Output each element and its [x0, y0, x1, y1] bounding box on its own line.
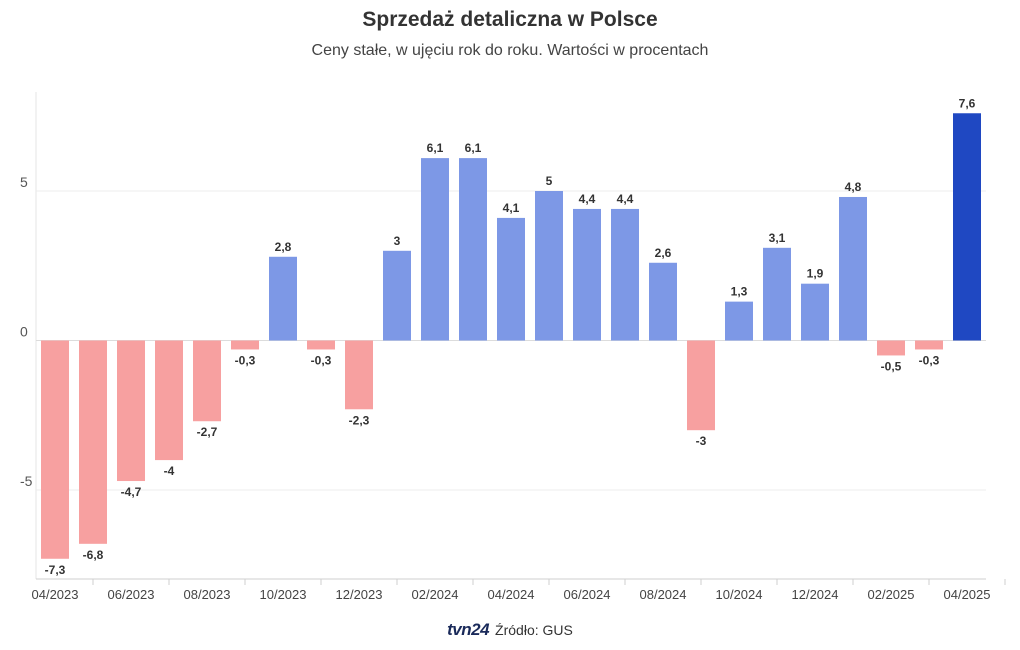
x-tick-label: 08/2024 [640, 587, 687, 602]
bar [41, 340, 69, 559]
bar [231, 340, 259, 350]
x-tick-label: 12/2023 [336, 587, 383, 602]
bar [383, 250, 411, 341]
data-label: -2,3 [349, 413, 370, 427]
tvn24-logo: tvn24 [447, 620, 490, 639]
bar [193, 340, 221, 422]
data-label: -4,7 [121, 485, 142, 499]
bar [307, 340, 335, 350]
bar [649, 262, 677, 341]
data-label: -3 [696, 434, 707, 448]
data-label: -0,5 [881, 359, 902, 373]
data-label: 6,1 [465, 141, 482, 155]
data-label: -0,3 [919, 353, 940, 367]
x-tick-label: 10/2023 [260, 587, 307, 602]
bar [345, 340, 373, 410]
data-label: 2,8 [275, 240, 292, 254]
data-label: 5 [546, 174, 553, 188]
bar [801, 283, 829, 341]
data-label: 4,4 [579, 192, 596, 206]
bar [687, 340, 715, 431]
bar [117, 340, 145, 482]
x-tick-label: 04/2023 [32, 587, 79, 602]
x-tick-label: 06/2024 [564, 587, 611, 602]
chart-subtitle: Ceny stałe, w ujęciu rok do roku. Wartoś… [311, 42, 709, 59]
bar [877, 340, 905, 356]
bar [573, 208, 601, 341]
data-label: 4,1 [503, 201, 520, 215]
data-label: -0,3 [311, 353, 332, 367]
data-label: -0,3 [235, 353, 256, 367]
bar [421, 158, 449, 341]
data-label: -6,8 [83, 548, 104, 562]
data-label: -4 [164, 464, 175, 478]
x-tick-label: 08/2023 [184, 587, 231, 602]
data-label: 1,3 [731, 285, 748, 299]
bar [79, 340, 107, 544]
x-tick-label: 04/2024 [488, 587, 535, 602]
bar [763, 247, 791, 341]
chart-title: Sprzedaż detaliczna w Polsce [362, 8, 658, 31]
data-label: 6,1 [427, 141, 444, 155]
bar [611, 208, 639, 341]
data-label: 3,1 [769, 231, 786, 245]
data-label: 2,6 [655, 246, 672, 260]
x-tick-label: 12/2024 [792, 587, 839, 602]
bar [953, 113, 981, 341]
x-tick-label: 04/2025 [944, 587, 991, 602]
bar [155, 340, 183, 461]
bar [839, 196, 867, 341]
bar [725, 301, 753, 341]
x-tick-label: 02/2024 [412, 587, 459, 602]
bar [535, 191, 563, 341]
data-label: 4,8 [845, 180, 862, 194]
bar [915, 340, 943, 350]
bar [459, 158, 487, 341]
y-tick-label: -5 [20, 473, 33, 489]
x-tick-label: 06/2023 [108, 587, 155, 602]
data-label: 3 [394, 234, 401, 248]
y-tick-label: 0 [20, 324, 28, 340]
y-tick-label: 5 [20, 174, 28, 190]
data-label: -7,3 [45, 563, 66, 577]
footer: tvn24 Źródło: GUS [0, 620, 1020, 640]
source-text: Źródło: GUS [495, 622, 573, 638]
bar [269, 256, 297, 341]
data-label: 1,9 [807, 267, 824, 281]
bar [497, 217, 525, 341]
data-label: -2,7 [197, 425, 218, 439]
x-tick-label: 10/2024 [716, 587, 763, 602]
data-label: 4,4 [617, 192, 634, 206]
x-tick-label: 02/2025 [868, 587, 915, 602]
data-label: 7,6 [959, 96, 976, 110]
